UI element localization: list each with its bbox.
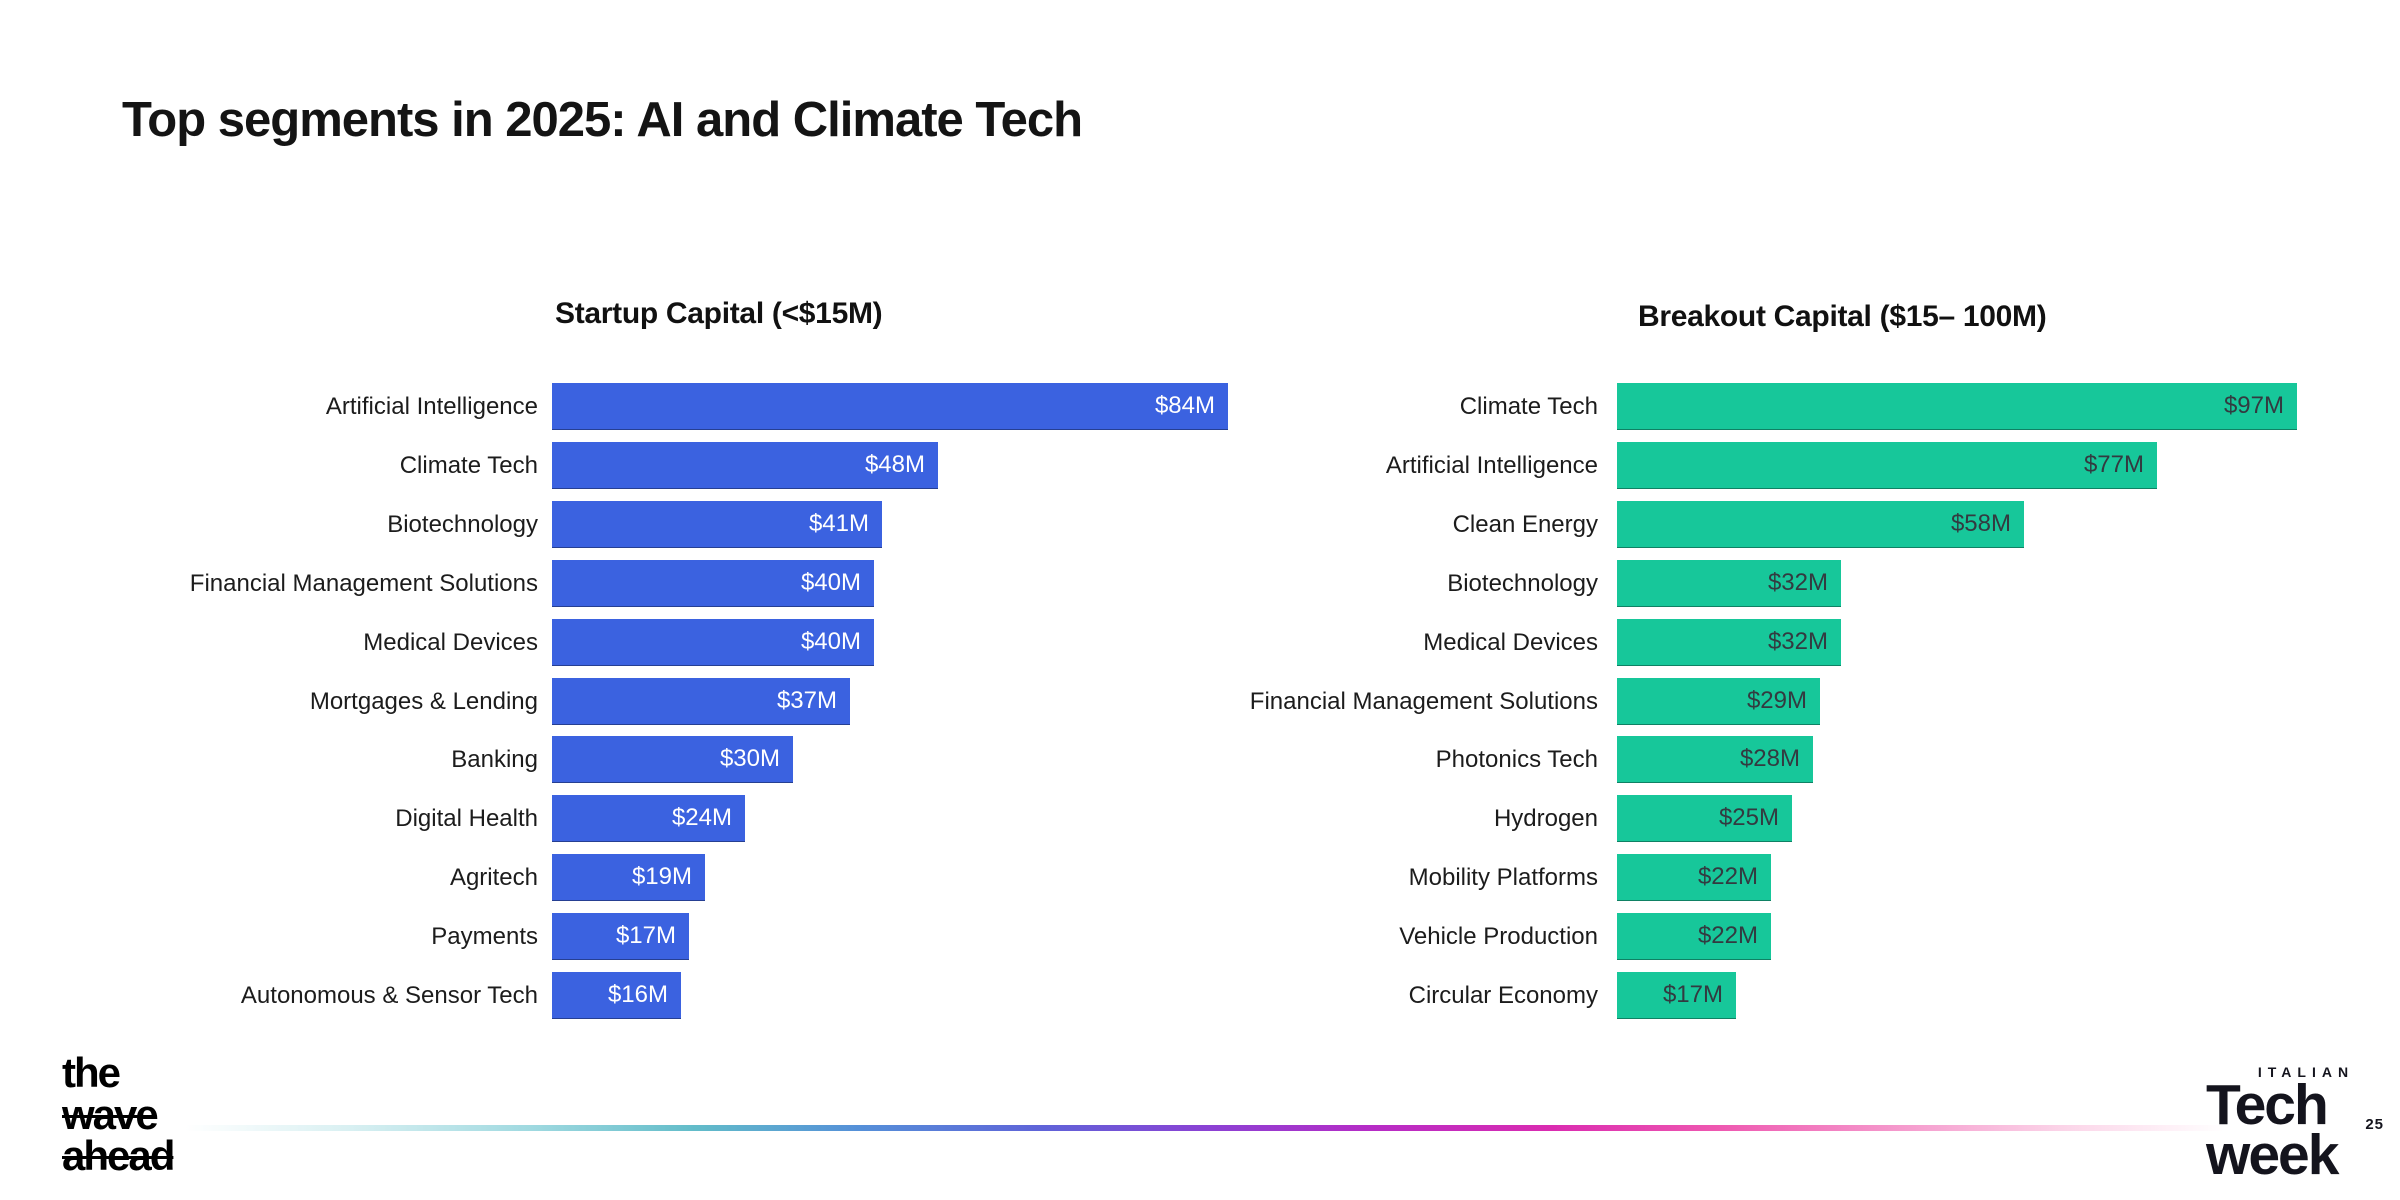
category-label: Mobility Platforms xyxy=(1408,864,1598,891)
bar-value-label: $29M xyxy=(1746,687,1807,714)
bar-value-label: $97M xyxy=(2223,392,2284,419)
category-label: Financial Management Solutions xyxy=(1249,688,1598,715)
category-label: Agritech xyxy=(449,864,538,891)
bar: $22M xyxy=(1617,913,1771,960)
page-title: Top segments in 2025: AI and Climate Tec… xyxy=(122,93,1083,147)
bar-value-label: $16M xyxy=(607,981,668,1008)
category-label: Circular Economy xyxy=(1408,982,1598,1009)
the-wave-ahead-logo: the wave ahead xyxy=(62,1049,175,1180)
bar-value-label: $40M xyxy=(800,628,861,655)
bar: $17M xyxy=(1617,972,1736,1019)
bar: $29M xyxy=(1617,678,1820,725)
bar-value-label: $58M xyxy=(1950,510,2011,537)
category-label: Artificial Intelligence xyxy=(1385,452,1598,479)
techweek-word-week: week xyxy=(2206,1123,2339,1188)
bar: $40M xyxy=(552,560,874,607)
bar: $24M xyxy=(552,795,745,842)
bar-value-label: $25M xyxy=(1718,804,1779,831)
bar-value-label: $17M xyxy=(615,922,676,949)
bar: $30M xyxy=(552,736,793,783)
techweek-word-tech: Tech xyxy=(2206,1073,2329,1137)
category-label: Mortgages & Lending xyxy=(309,688,538,715)
bar: $16M xyxy=(552,972,681,1019)
bar-value-label: $77M xyxy=(2083,451,2144,478)
italian-tech-week-logo: ITALIAN Tech week 25 xyxy=(2206,1064,2384,1188)
bar: $17M xyxy=(552,913,689,960)
bar-value-label: $17M xyxy=(1662,981,1723,1008)
bar-value-label: $32M xyxy=(1767,569,1828,596)
bar: $37M xyxy=(552,678,850,725)
chart-title-breakout-capital: Breakout Capital ($15– 100M) xyxy=(1638,300,2047,333)
bar: $97M xyxy=(1617,383,2297,430)
bar: $19M xyxy=(552,854,705,901)
bar: $32M xyxy=(1617,619,1841,666)
category-label: Clean Energy xyxy=(1452,511,1598,538)
bar-value-label: $22M xyxy=(1697,863,1758,890)
category-label: Hydrogen xyxy=(1493,805,1598,832)
chart-title-startup-capital: Startup Capital (<$15M) xyxy=(555,297,883,330)
bar: $41M xyxy=(552,501,882,548)
gradient-divider xyxy=(185,1125,2225,1131)
bar-value-label: $24M xyxy=(671,804,732,831)
category-label: Payments xyxy=(431,923,538,950)
category-label: Vehicle Production xyxy=(1399,923,1598,950)
bar-value-label: $48M xyxy=(864,451,925,478)
category-label: Financial Management Solutions xyxy=(189,570,538,597)
bar-value-label: $19M xyxy=(631,863,692,890)
bar: $28M xyxy=(1617,736,1813,783)
bar: $48M xyxy=(552,442,938,489)
category-label: Medical Devices xyxy=(1423,629,1598,656)
bar-value-label: $41M xyxy=(808,510,869,537)
bar: $40M xyxy=(552,619,874,666)
bar: $58M xyxy=(1617,501,2024,548)
bar: $77M xyxy=(1617,442,2157,489)
bar: $84M xyxy=(552,383,1228,430)
category-label: Digital Health xyxy=(395,805,538,832)
bar: $25M xyxy=(1617,795,1792,842)
wave-logo-line-3: ahead xyxy=(62,1132,175,1180)
techweek-kicker: ITALIAN xyxy=(2257,1064,2355,1080)
bar-value-label: $32M xyxy=(1767,628,1828,655)
category-label: Banking xyxy=(451,746,538,773)
bar-value-label: $37M xyxy=(776,687,837,714)
bar-value-label: $28M xyxy=(1739,745,1800,772)
bar-value-label: $40M xyxy=(800,569,861,596)
wave-logo-line-1: the xyxy=(62,1049,121,1096)
category-label: Autonomous & Sensor Tech xyxy=(240,982,538,1009)
category-label: Climate Tech xyxy=(1459,393,1598,420)
category-label: Photonics Tech xyxy=(1435,746,1598,773)
category-label: Biotechnology xyxy=(387,511,538,538)
bar: $22M xyxy=(1617,854,1771,901)
bar-value-label: $84M xyxy=(1154,392,1215,419)
bar-value-label: $30M xyxy=(719,745,780,772)
wave-logo-line-2: wave xyxy=(62,1090,159,1138)
bar-value-label: $22M xyxy=(1697,922,1758,949)
category-label: Artificial Intelligence xyxy=(325,393,538,420)
category-label: Medical Devices xyxy=(363,629,538,656)
bar: $32M xyxy=(1617,560,1841,607)
category-label: Climate Tech xyxy=(399,452,538,479)
category-label: Biotechnology xyxy=(1447,570,1598,597)
techweek-year-badge: 25 xyxy=(2365,1116,2384,1133)
